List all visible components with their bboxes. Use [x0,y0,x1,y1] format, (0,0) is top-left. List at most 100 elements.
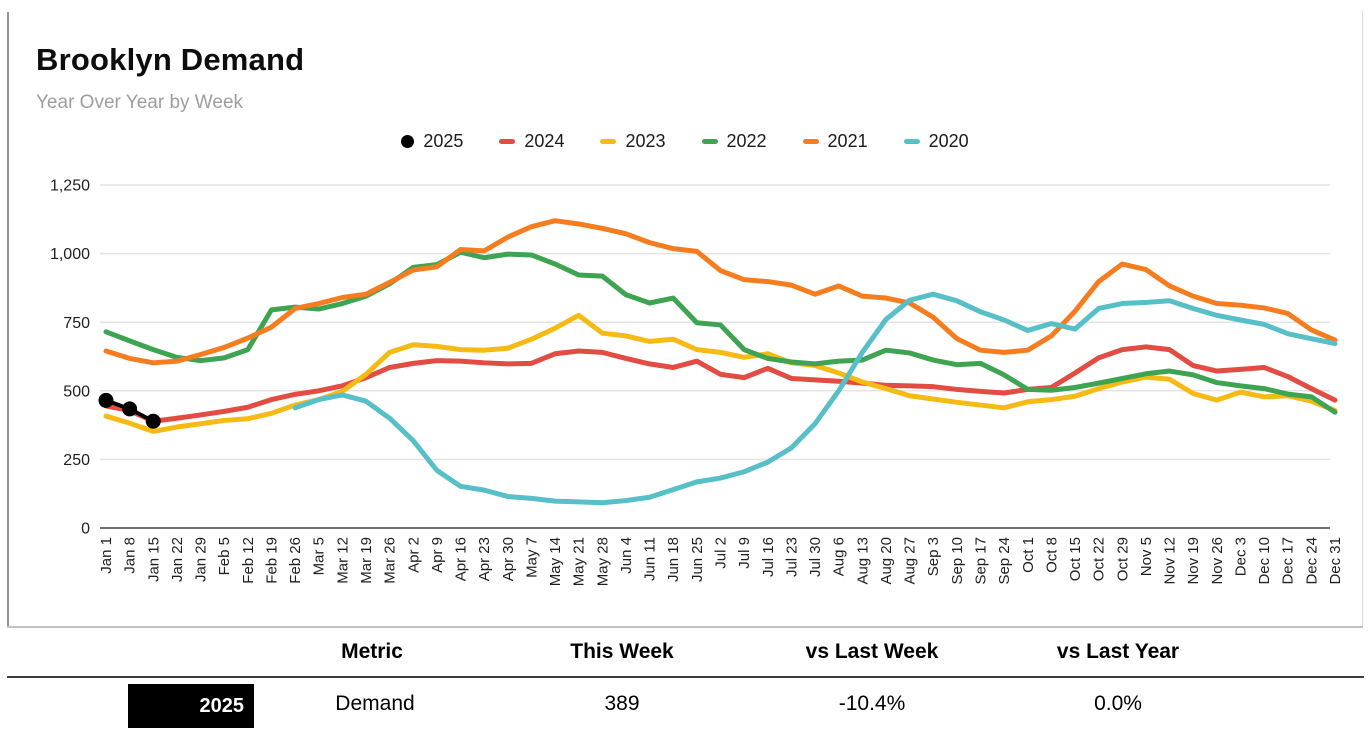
legend-marker-2020 [903,139,920,144]
x-tick-label: Aug 13 [854,537,871,585]
x-tick-label: Jul 16 [760,537,777,577]
y-tick-label: 0 [81,521,90,538]
x-tick-label: Apr 9 [429,537,446,573]
legend-label: 2023 [625,131,666,151]
x-tick-label: Aug 27 [902,537,919,585]
x-tick-label: Jul 9 [736,537,753,569]
x-tick-label: Sep 3 [925,537,942,576]
card-border-right [1362,10,1363,627]
legend-marker-2025 [401,135,415,148]
x-tick-label: Jun 25 [689,537,706,582]
legend-item-2025[interactable]: 2025 [401,131,463,152]
x-tick-label: Dec 10 [1256,537,1273,585]
x-tick-label: Jan 22 [169,537,186,582]
series-2025-point [98,392,114,408]
year-badge: 2025 [128,684,254,728]
legend-label: 2020 [928,131,969,151]
y-tick-label: 500 [63,383,90,400]
line-chart: 0 250 500 750 1,000 1,250 Jan 1 Jan 8 Jan 15 Jan … [50,178,1344,587]
x-tick-label: Apr 16 [453,537,470,581]
x-tick-label: Feb 12 [240,537,257,584]
x-tick-label: Jan 15 [145,537,162,582]
table-header-vs-last-week: vs Last Week [805,640,939,663]
x-tick-label: Nov 12 [1162,537,1179,585]
table-header-this-week: This Week [570,640,674,663]
series-2020-line [292,291,1338,506]
x-tick-label: Jul 30 [807,537,824,577]
x-tick-label: Sep 10 [949,537,966,585]
x-tick-label: Apr 2 [405,537,422,573]
x-tick-label: Aug 6 [831,537,848,576]
x-tick-label: Feb 19 [263,537,280,584]
x-tick-label: Dec 24 [1303,537,1320,585]
x-tick-label: May 28 [594,537,611,586]
x-tick-label: Mar 26 [382,537,399,584]
x-tick-label: May 21 [571,537,588,586]
legend-marker-2024 [499,139,516,144]
x-tick-label: Sep 17 [972,537,989,585]
x-tick-label: Aug 20 [878,537,895,585]
legend-label: 2025 [423,131,464,151]
cell-vs-last-year: 0.0% [1094,692,1142,715]
x-tick-label: Jul 2 [713,537,730,569]
table-header-vs-last-year: vs Last Year [1056,640,1180,663]
card-border-left [7,12,9,627]
series-2025-point [145,413,161,429]
legend-item-2021[interactable]: 2021 [802,131,868,152]
legend-label: 2022 [726,131,767,151]
x-tick-label: Oct 22 [1091,537,1108,581]
x-tick-label: Oct 8 [1043,537,1060,573]
x-tick-label: Oct 1 [1020,537,1037,573]
cell-vs-last-week: -10.4% [838,692,906,715]
x-tick-label: Jun 11 [642,537,659,581]
card-border-bottom [7,626,1363,628]
legend-marker-2021 [802,139,819,144]
x-tick-label: Feb 5 [216,537,233,575]
x-tick-label: Sep 24 [996,537,1013,585]
x-tick-label: Feb 26 [287,537,304,584]
y-tick-label: 250 [63,452,90,469]
x-tick-label: Jul 23 [783,537,800,577]
x-tick-label: Oct 29 [1114,537,1131,581]
x-tick-label: May 14 [547,537,564,586]
chart-subtitle: Year Over Year by Week [36,92,244,113]
x-tick-label: Jun 4 [618,537,635,574]
legend-item-2022[interactable]: 2022 [701,131,767,152]
series-2021-line [103,218,1338,366]
x-tick-label: Apr 23 [476,537,493,581]
x-tick-label: Apr 30 [500,537,517,581]
legend-label: 2021 [827,131,868,151]
chart-legend: 2025 2024 2023 2022 2021 2020 [7,131,1363,152]
table-header-rule [7,676,1364,678]
x-tick-label: Mar 19 [358,537,375,584]
x-tick-label: Nov 19 [1185,537,1202,585]
x-tick-label: Jan 1 [98,537,115,574]
x-tick-label: Oct 15 [1067,537,1084,581]
chart-title: Brooklyn Demand [36,42,305,77]
x-tick-label: Mar 12 [334,537,351,584]
x-tick-label: May 7 [523,537,540,578]
x-tick-label: Nov 26 [1209,537,1226,585]
x-tick-label: Dec 17 [1280,537,1297,585]
cell-this-week: 389 [604,692,640,715]
series-2024-line [103,344,1338,424]
x-tick-label: Jun 18 [665,537,682,582]
y-tick-label: 750 [63,315,90,332]
table-header-metric: Metric [341,640,403,663]
legend-item-2023[interactable]: 2023 [600,131,666,152]
x-tick-label: Jan 29 [193,537,210,582]
x-tick-label: Dec 3 [1232,537,1249,576]
x-tick-label: Nov 5 [1138,537,1155,576]
series-2022-line [103,249,1338,415]
x-tick-label: Dec 31 [1327,537,1344,585]
legend-label: 2024 [524,131,565,151]
y-tick-label: 1,250 [50,178,90,195]
y-tick-label: 1,000 [50,246,90,263]
x-tick-label: Mar 5 [311,537,328,575]
legend-item-2024[interactable]: 2024 [499,131,564,152]
series-2025-point [122,401,138,417]
cell-metric: Demand [335,692,415,715]
legend-item-2020[interactable]: 2020 [903,131,969,152]
x-tick-label: Jan 8 [122,537,139,574]
legend-marker-2023 [600,139,617,144]
